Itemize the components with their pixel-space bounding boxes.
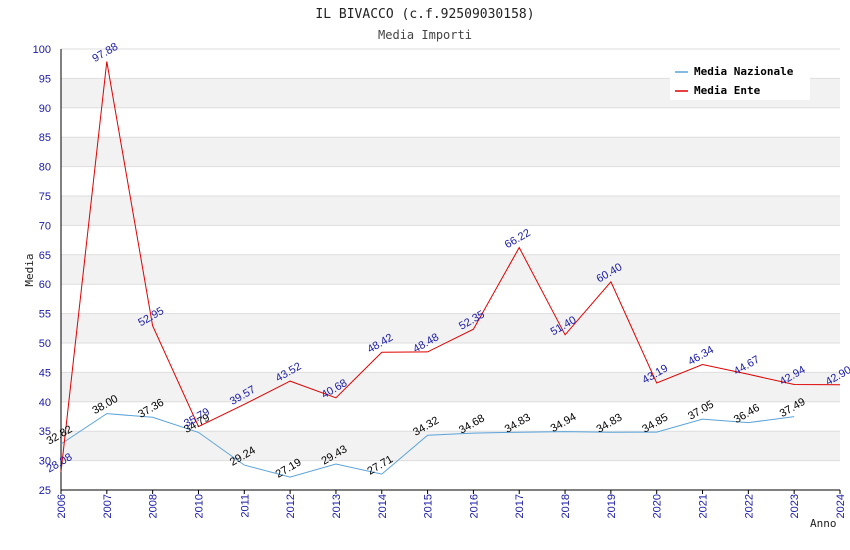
grid-band xyxy=(61,254,840,285)
series-line-media-ente xyxy=(60,61,841,472)
y-axis-label: Media xyxy=(23,253,36,286)
x-tick-label: 2017 xyxy=(514,494,526,518)
x-tick-label: 2020 xyxy=(652,494,664,518)
chart-title: IL BIVACCO (c.f.92509030158) xyxy=(315,7,534,22)
grid-band xyxy=(61,431,840,461)
grid-band xyxy=(61,196,840,226)
y-tick-label: 50 xyxy=(39,338,51,350)
x-tick-label: 2012 xyxy=(285,494,297,518)
y-tick-label: 70 xyxy=(39,220,51,232)
y-tick-label: 100 xyxy=(33,44,51,56)
y-tick-label: 85 xyxy=(39,132,51,144)
legend-label-media-nazionale: Media Nazionale xyxy=(694,65,794,78)
grid-band xyxy=(61,137,840,167)
x-tick-label: 2014 xyxy=(377,494,389,518)
x-tick-label: 2022 xyxy=(743,494,755,518)
legend-label-media-ente: Media Ente xyxy=(694,84,761,97)
y-tick-label: 80 xyxy=(39,162,51,174)
y-tick-label: 95 xyxy=(39,73,51,85)
legend-background xyxy=(670,58,810,100)
x-tick-label: 2006 xyxy=(56,494,68,518)
y-tick-label: 45 xyxy=(39,367,51,379)
chart-subtitle: Media Importi xyxy=(378,28,472,42)
x-tick-label: 2021 xyxy=(698,494,710,518)
y-tick-label: 60 xyxy=(39,279,51,291)
y-tick-label: 40 xyxy=(39,397,51,409)
x-tick-label: 2016 xyxy=(468,494,480,518)
x-tick-label: 2019 xyxy=(606,494,618,518)
x-tick-label: 2010 xyxy=(193,494,205,518)
y-tick-label: 30 xyxy=(39,456,51,468)
x-tick-label: 2011 xyxy=(239,494,251,518)
grid-band xyxy=(61,313,840,343)
y-tick-label: 35 xyxy=(39,426,51,438)
legend: Media Nazionale Media Ente xyxy=(670,58,810,100)
x-tick-label: 2024 xyxy=(835,494,847,518)
x-tick-label: 2018 xyxy=(560,494,572,518)
y-tick-label: 25 xyxy=(39,485,51,497)
y-tick-label: 55 xyxy=(39,309,51,321)
data-label-ente: 46.34 xyxy=(686,344,716,368)
x-axis-label: Anno xyxy=(810,517,837,530)
x-tick-label: 2008 xyxy=(148,494,160,518)
x-tick-label: 2015 xyxy=(423,494,435,518)
series-line-media-nazionale xyxy=(60,413,795,478)
y-tick-label: 90 xyxy=(39,103,51,115)
grid-band xyxy=(61,372,840,402)
y-tick-label: 75 xyxy=(39,191,51,203)
x-tick-label: 2013 xyxy=(331,494,343,518)
x-tick-label: 2023 xyxy=(789,494,801,518)
x-tick-label: 2007 xyxy=(102,494,114,518)
data-label-ente: 66.22 xyxy=(503,227,533,251)
y-tick-label: 65 xyxy=(39,250,51,262)
data-label-ente: 97.88 xyxy=(90,41,120,65)
